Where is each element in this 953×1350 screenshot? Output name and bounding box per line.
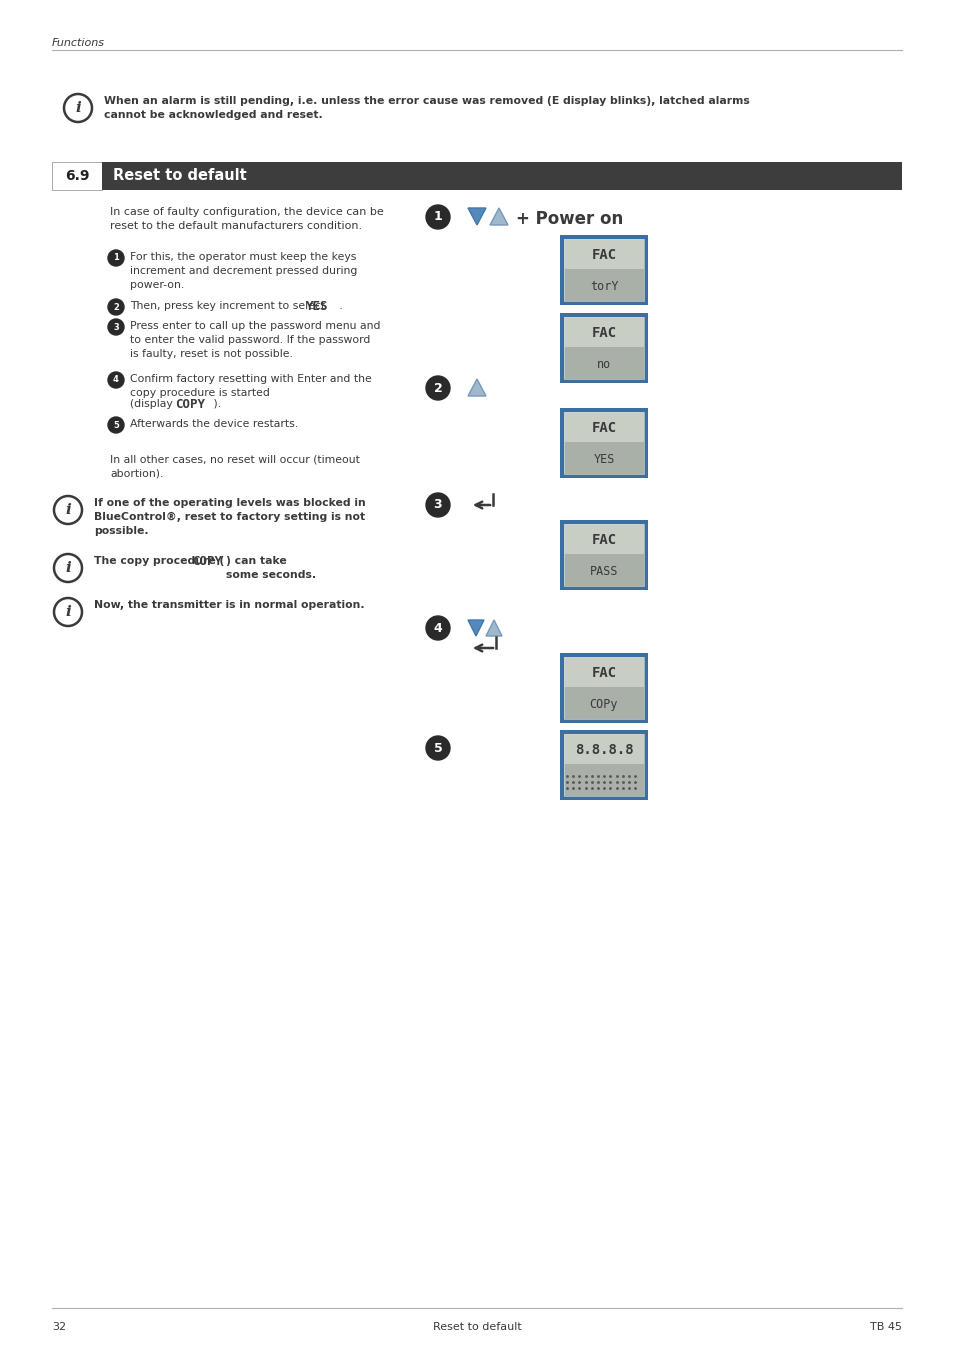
Text: 4: 4	[113, 375, 119, 385]
Text: Then, press key increment to select: Then, press key increment to select	[130, 301, 328, 310]
Bar	[563, 687, 643, 720]
Text: When an alarm is still pending, i.e. unless the error cause was removed (E displ: When an alarm is still pending, i.e. unl…	[104, 96, 749, 120]
Text: 6.9: 6.9	[65, 169, 90, 184]
Circle shape	[426, 377, 450, 400]
Text: torY: torY	[589, 279, 618, 293]
Text: 8.8.8.8: 8.8.8.8	[574, 743, 633, 757]
Bar	[563, 657, 643, 720]
Text: TB 45: TB 45	[869, 1322, 901, 1332]
Bar	[563, 764, 643, 796]
Text: 1: 1	[113, 254, 119, 262]
Text: no: no	[597, 358, 611, 371]
Text: 4: 4	[434, 621, 442, 634]
Text: i: i	[75, 101, 81, 115]
Text: i: i	[65, 605, 71, 620]
Bar	[559, 235, 647, 305]
Bar	[559, 653, 647, 724]
Text: 3: 3	[434, 498, 442, 512]
Circle shape	[426, 205, 450, 230]
Text: 5: 5	[434, 741, 442, 755]
Text: 3: 3	[113, 323, 119, 332]
Text: 32: 32	[52, 1322, 66, 1332]
Bar	[563, 734, 643, 796]
Text: In case of faulty configuration, the device can be
reset to the default manufact: In case of faulty configuration, the dev…	[110, 207, 383, 231]
Text: FAC: FAC	[591, 421, 616, 435]
Bar	[563, 441, 643, 474]
Text: Confirm factory resetting with Enter and the
copy procedure is started: Confirm factory resetting with Enter and…	[130, 374, 372, 398]
Text: The copy procedure (: The copy procedure (	[94, 556, 224, 566]
Bar	[563, 734, 643, 796]
Bar	[563, 412, 643, 474]
Text: Afterwards the device restarts.: Afterwards the device restarts.	[130, 418, 297, 429]
Text: 1: 1	[434, 211, 442, 224]
Text: i: i	[65, 504, 71, 517]
Text: 2: 2	[434, 382, 442, 394]
Bar	[52, 162, 102, 190]
Circle shape	[108, 298, 124, 315]
Text: COPY: COPY	[174, 398, 205, 410]
Bar	[563, 347, 643, 379]
Circle shape	[426, 736, 450, 760]
Text: Now, the transmitter is in normal operation.: Now, the transmitter is in normal operat…	[94, 599, 364, 610]
Text: Reset to default: Reset to default	[432, 1322, 521, 1332]
Bar	[563, 239, 643, 301]
Bar	[102, 162, 901, 190]
Text: YES: YES	[593, 452, 614, 466]
Bar	[559, 520, 647, 590]
Text: FAC: FAC	[591, 248, 616, 262]
Bar	[563, 239, 643, 301]
Circle shape	[108, 319, 124, 335]
Bar	[559, 730, 647, 801]
Text: (display: (display	[130, 400, 176, 409]
Text: ) can take
some seconds.: ) can take some seconds.	[226, 556, 315, 580]
Polygon shape	[468, 620, 483, 636]
Bar	[559, 313, 647, 383]
Text: FAC: FAC	[591, 666, 616, 680]
Polygon shape	[485, 620, 501, 636]
Bar	[563, 269, 643, 301]
Polygon shape	[468, 208, 485, 225]
Text: PASS: PASS	[589, 564, 618, 578]
Text: Reset to default: Reset to default	[112, 169, 247, 184]
Bar	[563, 554, 643, 586]
Bar	[563, 317, 643, 379]
Text: + Power on: + Power on	[516, 211, 622, 228]
Circle shape	[426, 616, 450, 640]
Text: If one of the operating levels was blocked in
BlueControl®, reset to factory set: If one of the operating levels was block…	[94, 498, 365, 536]
Text: i: i	[65, 562, 71, 575]
Polygon shape	[490, 208, 507, 225]
Text: COPY: COPY	[192, 555, 222, 568]
Text: COPy: COPy	[589, 698, 618, 710]
Text: .: .	[335, 301, 342, 310]
Text: FAC: FAC	[591, 327, 616, 340]
Circle shape	[108, 250, 124, 266]
Bar	[563, 657, 643, 720]
Polygon shape	[468, 379, 485, 396]
Circle shape	[426, 493, 450, 517]
Text: Functions: Functions	[52, 38, 105, 49]
Bar	[563, 317, 643, 379]
Text: FAC: FAC	[591, 533, 616, 547]
Circle shape	[108, 373, 124, 387]
Text: ).: ).	[210, 400, 221, 409]
Bar	[563, 412, 643, 474]
Bar	[563, 524, 643, 586]
Bar	[563, 524, 643, 586]
Bar	[559, 408, 647, 478]
Text: In all other cases, no reset will occur (timeout
abortion).: In all other cases, no reset will occur …	[110, 455, 359, 479]
Text: YES: YES	[306, 300, 328, 313]
Text: 5: 5	[113, 420, 119, 429]
Circle shape	[108, 417, 124, 433]
Text: For this, the operator must keep the keys
increment and decrement pressed during: For this, the operator must keep the key…	[130, 252, 357, 290]
Text: Press enter to call up the password menu and
to enter the valid password. If the: Press enter to call up the password menu…	[130, 321, 380, 359]
Text: 2: 2	[113, 302, 119, 312]
